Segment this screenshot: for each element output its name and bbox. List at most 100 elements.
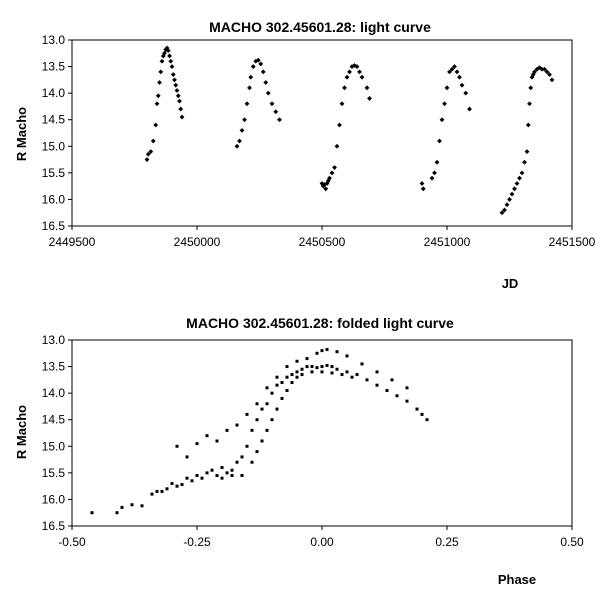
folded-light-curve-data-point bbox=[185, 476, 189, 480]
folded-light-curve-data-point bbox=[280, 381, 284, 385]
folded-light-curve-data-point bbox=[220, 476, 224, 480]
folded-light-curve-data-point bbox=[260, 407, 264, 411]
folded-light-curve-data-point bbox=[175, 484, 179, 488]
light-curve-data-point bbox=[320, 183, 326, 189]
light-curve-y-tick-label: 15.0 bbox=[42, 139, 66, 153]
folded-light-curve-x-tick-label: -0.25 bbox=[183, 535, 211, 549]
folded-light-curve-y-tick-label: 15.5 bbox=[42, 466, 66, 480]
folded-light-curve-data-point bbox=[295, 359, 299, 363]
light-curve-data-point bbox=[323, 186, 329, 192]
folded-light-curve-data-point bbox=[255, 418, 259, 422]
folded-light-curve-data-point bbox=[310, 370, 314, 374]
light-curve-data-point bbox=[419, 181, 425, 186]
light-curve-data-point bbox=[255, 57, 261, 63]
folded-light-curve-data-point bbox=[285, 388, 289, 392]
light-curve-data-point bbox=[524, 149, 530, 154]
folded-light-curve-data-point bbox=[275, 407, 279, 411]
light-curve-data-point bbox=[354, 64, 360, 69]
folded-light-curve-data-point bbox=[355, 373, 359, 377]
folded-light-curve-data-point bbox=[200, 476, 204, 480]
folded-light-curve-data-point bbox=[225, 428, 229, 432]
folded-light-curve-data-point bbox=[260, 439, 264, 443]
light-curve-data-point bbox=[512, 186, 517, 192]
light-curve-title: MACHO 302.45601.28: light curve bbox=[209, 19, 431, 35]
light-curve-panel: MACHO 302.45601.28: light curve R Macho … bbox=[14, 19, 596, 291]
light-curve-data-point bbox=[250, 64, 256, 69]
light-curve-data-point bbox=[442, 101, 447, 107]
light-curve-data-point bbox=[507, 197, 512, 202]
folded-light-curve-data-point bbox=[300, 373, 304, 377]
light-curve-data-point bbox=[258, 61, 264, 67]
folded-light-curve-data-point bbox=[155, 489, 159, 493]
folded-light-curve-data-point bbox=[350, 375, 354, 379]
folded-light-curve-data-point bbox=[340, 373, 344, 377]
light-curve-data-point bbox=[532, 69, 537, 75]
folded-light-curve-data-point bbox=[130, 503, 134, 507]
light-curve-data-point bbox=[244, 101, 250, 107]
light-curve-data-point bbox=[159, 58, 165, 64]
folded-light-curve-data-point bbox=[205, 434, 209, 438]
light-curve-data-point bbox=[170, 72, 176, 77]
folded-light-curve-data-point bbox=[235, 460, 239, 464]
light-curve-data-point bbox=[437, 138, 442, 144]
light-curve-data-point bbox=[447, 69, 452, 75]
light-curve-y-tick-label: 14.5 bbox=[42, 113, 66, 127]
light-curve-data-point bbox=[144, 157, 150, 162]
light-curve-x-tick-label: 2449500 bbox=[49, 235, 96, 249]
light-curve-data-point bbox=[150, 138, 156, 144]
light-curve-data-point bbox=[154, 101, 160, 107]
folded-light-curve-y-tick-label: 13.5 bbox=[42, 360, 66, 374]
folded-light-curve-data-point bbox=[245, 412, 249, 416]
light-curve-data-point bbox=[367, 96, 372, 101]
light-curve-data-point bbox=[169, 64, 175, 69]
light-curve-data-point bbox=[148, 149, 154, 154]
folded-light-curve-data-point bbox=[265, 402, 269, 406]
light-curve-data-point bbox=[544, 69, 550, 75]
light-curve-data-point bbox=[253, 58, 259, 64]
folded-light-curve-data-point bbox=[275, 375, 279, 379]
folded-light-curve-data-point bbox=[225, 471, 229, 475]
folded-light-curve-data-point bbox=[290, 381, 294, 385]
light-curve-data-point bbox=[165, 48, 171, 54]
folded-light-curve-data-point bbox=[115, 511, 119, 515]
light-curve-y-tick-label: 16.0 bbox=[42, 192, 66, 206]
folded-light-curve-data-point bbox=[390, 378, 394, 382]
light-curve-plot-area bbox=[71, 39, 573, 227]
light-curve-data-point bbox=[517, 175, 522, 181]
light-curve-data-point bbox=[542, 66, 547, 72]
folded-light-curve-data-point bbox=[250, 428, 254, 432]
folded-light-curve-data-point bbox=[190, 479, 194, 483]
folded-light-curve-data-point bbox=[90, 511, 94, 515]
folded-light-curve-data-point bbox=[385, 388, 389, 392]
folded-light-curve-panel: MACHO 302.45601.28: folded light curve R… bbox=[14, 315, 584, 587]
folded-light-curve-data-point bbox=[320, 370, 324, 374]
folded-light-curve-data-point bbox=[220, 466, 224, 470]
light-curve-x-axis-label: JD bbox=[502, 276, 519, 291]
folded-light-curve-data-point bbox=[315, 351, 319, 355]
folded-light-curve-y-tick-label: 13.0 bbox=[42, 333, 66, 347]
light-curve-data-point bbox=[525, 122, 531, 128]
light-curve-data-point bbox=[459, 82, 465, 88]
light-curve-data-point bbox=[349, 64, 355, 69]
folded-light-curve-data-point bbox=[210, 468, 214, 472]
light-curve-data-point bbox=[179, 114, 185, 120]
folded-light-curve-data-point bbox=[330, 371, 334, 375]
folded-light-curve-data-point bbox=[170, 481, 174, 485]
folded-light-curve-data-point bbox=[345, 370, 349, 374]
folded-light-curve-data-point bbox=[230, 474, 234, 478]
folded-light-curve-data-point bbox=[425, 418, 429, 422]
light-curve-data-point bbox=[145, 151, 151, 157]
light-curve-data-point bbox=[337, 122, 342, 128]
light-curve-y-axis-label: R Macho bbox=[14, 107, 29, 161]
folded-light-curve-data-point bbox=[295, 375, 299, 379]
light-curve-data-point bbox=[248, 74, 254, 80]
light-curve-data-point bbox=[347, 69, 352, 75]
light-curve-data-point bbox=[332, 165, 337, 170]
light-curve-data-point bbox=[175, 93, 181, 99]
light-curve-data-point bbox=[452, 64, 457, 69]
folded-light-curve-data-point bbox=[175, 444, 179, 448]
light-curve-data-point bbox=[549, 77, 555, 83]
folded-light-curve-data-point bbox=[255, 402, 259, 406]
folded-light-curve-data-point bbox=[405, 386, 409, 390]
light-curve-data-point bbox=[528, 85, 534, 91]
